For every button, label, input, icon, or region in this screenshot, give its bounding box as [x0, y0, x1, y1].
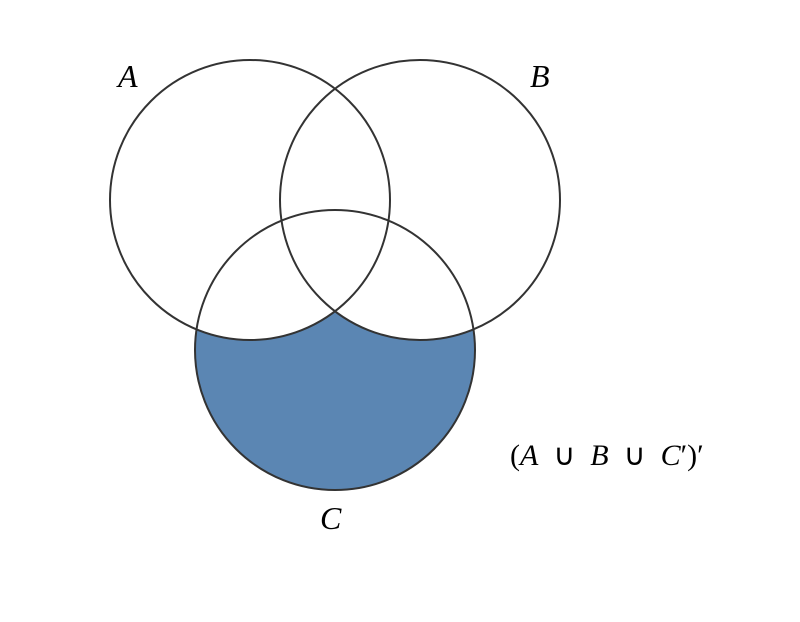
- venn-diagram-container: A B C (A ∪ B ∪ C′)′: [0, 0, 800, 622]
- label-b: B: [530, 58, 550, 95]
- label-a: A: [118, 58, 138, 95]
- label-c: C: [320, 500, 341, 537]
- set-expression: (A ∪ B ∪ C′)′: [510, 438, 704, 473]
